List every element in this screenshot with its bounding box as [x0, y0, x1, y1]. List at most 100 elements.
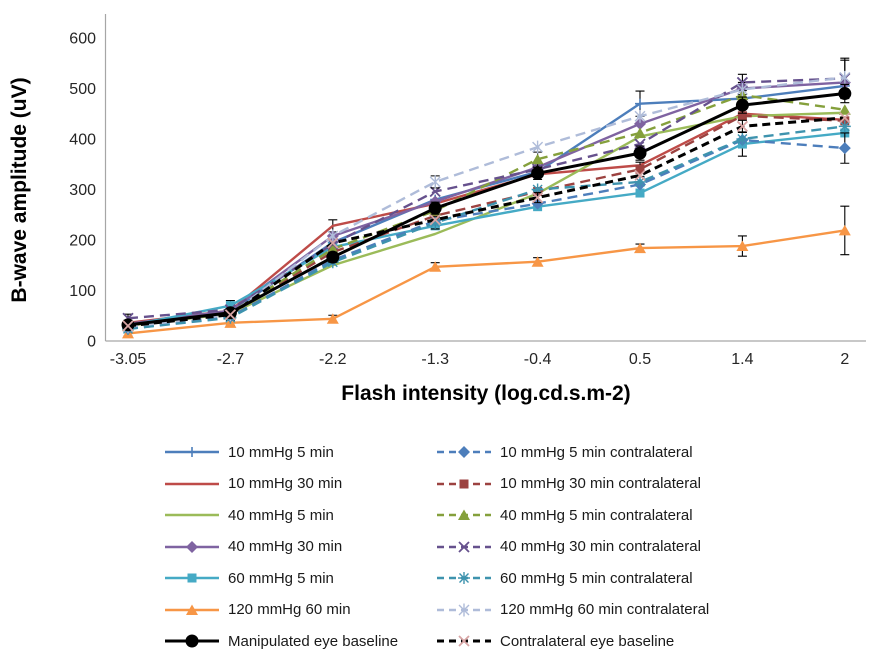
legend-item-40-mmhg-5-min: 40 mmHg 5 min: [163, 506, 435, 524]
data-point-marker: [429, 214, 441, 226]
data-point-marker: [326, 250, 340, 264]
legend-item-40-mmhg-30-min-contralateral: 40 mmHg 30 min contralateral: [435, 538, 709, 556]
legend-label: 10 mmHg 5 min contralateral: [500, 443, 693, 461]
series-line: [127, 116, 845, 328]
legend-label: 120 mmHg 60 min: [228, 601, 351, 618]
data-point-marker: [838, 142, 851, 155]
legend-swatch-10-mmhg-5-min-contralateral: [437, 446, 491, 458]
x-tick-label: -0.4: [524, 351, 552, 368]
y-tick-label: 500: [69, 81, 96, 98]
series-line: [127, 112, 845, 325]
x-tick-label: 1.4: [731, 351, 753, 368]
x-tick-label: -3.05: [110, 351, 147, 368]
y-tick-label: 0: [87, 334, 96, 351]
legend-label: 10 mmHg 30 min: [228, 475, 343, 492]
tick-labels: 0 100 200 300 400 500 600 -3.05 -2.7 -2.2 -1.3 -0.4…: [69, 31, 849, 369]
legend-swatch-60-mmhg-5-min-contralateral: [437, 572, 491, 584]
x-axis-title: Flash intensity (log.cd.s.m-2): [341, 382, 630, 405]
data-point-marker: [839, 70, 851, 84]
data-point-marker: [838, 120, 851, 133]
legend-swatch-10-mmhg-30-min-contralateral: [437, 479, 491, 488]
legend-item-10-mmhg-30-min-contralateral: 10 mmHg 30 min contralateral: [435, 475, 709, 493]
data-point-marker: [736, 240, 749, 252]
series-10-mmhg-30-min: [127, 112, 845, 325]
y-tick-label: 300: [69, 182, 96, 199]
data-point-marker: [458, 509, 470, 520]
legend-label: Contralateral eye baseline: [500, 632, 675, 650]
legend-label: 40 mmHg 5 min: [228, 506, 334, 524]
data-point-marker: [532, 140, 544, 154]
legend-swatch-40-mmhg-30-min: [165, 540, 219, 553]
data-point-marker: [634, 117, 646, 130]
data-point-marker: [458, 572, 470, 584]
data-point-marker: [838, 104, 851, 115]
data-point-marker: [187, 447, 197, 457]
legend-item-120-mmhg-60-min: 120 mmHg 60 min: [163, 601, 435, 619]
data-point-marker: [186, 540, 198, 553]
legend-label: 60 mmHg 5 min contralateral: [500, 569, 693, 587]
data-point-marker: [634, 242, 646, 254]
plot-area: 0 100 200 300 400 500 600 -3.05 -2.7 -2.2 -1.3 -0.4…: [8, 14, 866, 405]
data-point-marker: [839, 112, 851, 124]
x-tick-label: -1.3: [421, 351, 449, 368]
data-point-marker: [224, 309, 237, 321]
legend-label: 40 mmHg 30 min contralateral: [500, 538, 701, 555]
data-point-marker: [634, 169, 646, 181]
legend-swatch-10-mmhg-5-min: [165, 447, 219, 457]
data-point-marker: [429, 216, 442, 229]
data-point-marker: [225, 301, 235, 311]
series-line: [127, 111, 845, 328]
legend-label: 60 mmHg 5 min: [228, 569, 334, 587]
legend-item-10-mmhg-5-min-contralateral: 10 mmHg 5 min contralateral: [435, 443, 709, 461]
data-point-marker: [531, 153, 544, 165]
data-point-marker: [634, 138, 646, 150]
series-layer: [121, 57, 852, 339]
data-point-marker: [838, 224, 851, 236]
legend-item-manipulated-eye-baseline: Manipulated eye baseline: [163, 632, 435, 650]
y-tick-label: 600: [69, 31, 96, 48]
legend-swatch-40-mmhg-5-min-contralateral: [437, 509, 491, 520]
data-point-marker: [531, 166, 545, 180]
axes: [104, 14, 866, 342]
legend-item-10-mmhg-30-min: 10 mmHg 30 min: [163, 475, 435, 493]
data-point-marker: [459, 479, 469, 488]
data-point-marker: [458, 540, 470, 553]
data-point-marker: [186, 604, 198, 615]
data-point-marker: [531, 256, 544, 267]
series-manipulated-eye-baseline: [121, 83, 852, 332]
data-point-marker: [327, 237, 339, 249]
x-tick-label: -2.7: [217, 351, 245, 368]
legend-swatch-contralateral-eye-baseline: [437, 635, 491, 647]
series-40-mmhg-5-min: [127, 111, 845, 328]
data-point-marker: [634, 109, 646, 123]
data-point-marker: [223, 306, 237, 320]
legend-swatch-40-mmhg-5-min: [165, 513, 219, 517]
legend-swatch-120-mmhg-60-min: [165, 604, 219, 615]
legend: 10 mmHg 5 min 10 mmHg 5 min contralateral…: [163, 443, 709, 650]
legend-label: 120 mmHg 60 min contralateral: [500, 601, 710, 618]
series-contralateral-eye-baseline: [122, 112, 851, 332]
data-point-marker: [635, 164, 645, 174]
y-tick-label: 400: [69, 132, 96, 149]
y-tick-label: 100: [69, 283, 96, 300]
y-tick-label: 200: [69, 233, 96, 250]
series-line: [127, 77, 845, 320]
data-point-marker: [429, 175, 441, 189]
data-point-marker: [634, 127, 646, 138]
series-line: [127, 125, 845, 331]
legend-item-40-mmhg-30-min: 40 mmHg 30 min: [163, 538, 435, 556]
data-point-marker: [531, 191, 544, 204]
legend-item-120-mmhg-60-min-contralateral: 120 mmHg 60 min contralateral: [435, 601, 709, 619]
data-point-marker: [458, 446, 470, 458]
data-point-marker: [735, 98, 749, 112]
data-point-marker: [458, 635, 470, 647]
legend-label: 40 mmHg 5 min contralateral: [500, 506, 693, 524]
series-line: [127, 76, 845, 329]
data-point-marker: [430, 211, 440, 221]
legend-swatch-manipulated-eye-baseline: [165, 634, 219, 648]
legend-label: 10 mmHg 30 min contralateral: [500, 475, 701, 492]
series-line: [127, 81, 845, 326]
data-point-marker: [326, 313, 339, 324]
series-120-mmhg-60-min: [122, 205, 851, 339]
